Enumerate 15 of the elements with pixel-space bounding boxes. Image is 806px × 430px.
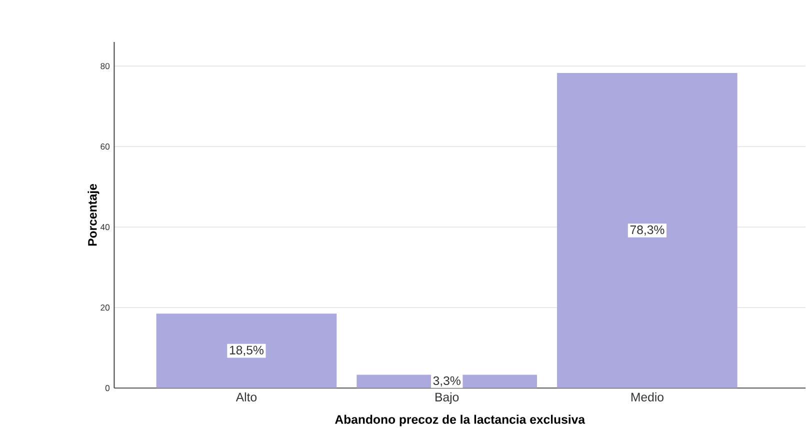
y-tick-label: 0 <box>105 384 110 391</box>
y-axis-title: Porcentaje <box>88 184 100 246</box>
x-tick-label: Medio <box>631 392 664 402</box>
bar <box>557 72 738 388</box>
data-label: 3,3% <box>433 376 460 386</box>
x-tick-label: Alto <box>236 392 257 402</box>
data-label: 78,3% <box>630 225 664 236</box>
y-tick-label: 40 <box>100 224 110 230</box>
x-tick-label: Bajo <box>436 392 459 404</box>
y-tick-label: 60 <box>100 143 110 150</box>
y-tick-label: 80 <box>100 62 110 69</box>
y-tick-label: 20 <box>100 304 110 310</box>
data-label: 18,5% <box>230 346 264 356</box>
bar <box>156 313 337 388</box>
x-axis-title: Abandono precoz de la lactancia exclusiva <box>335 414 586 426</box>
